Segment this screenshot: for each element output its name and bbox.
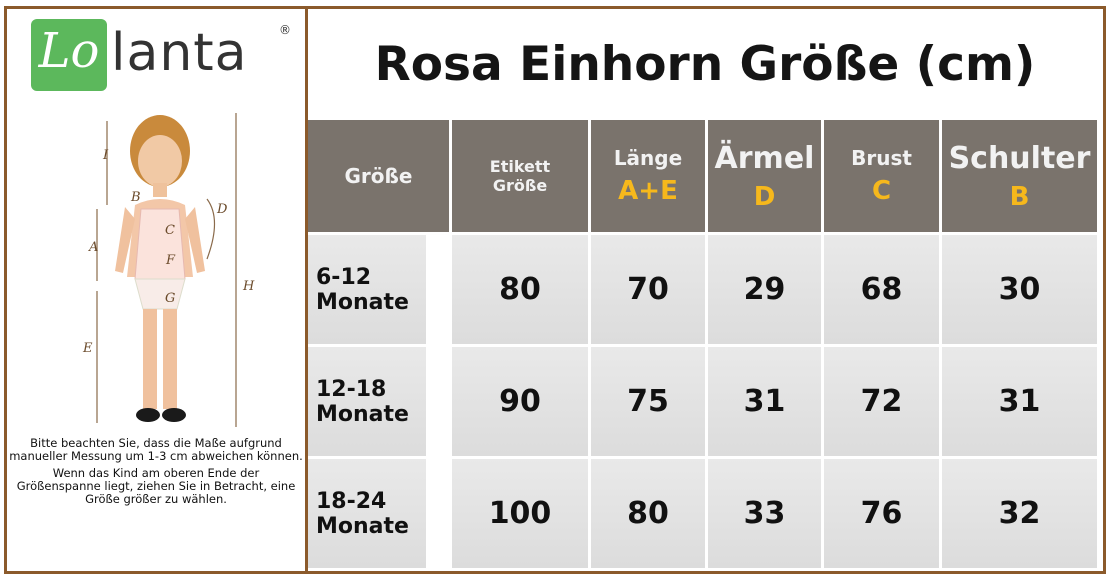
measure-label: G [165, 291, 175, 306]
measure-label: E [82, 341, 93, 356]
measure-label: H [242, 279, 255, 294]
value-cell: 32 [942, 459, 1097, 568]
measure-label: I [102, 148, 109, 163]
header-cell: Brust C [824, 120, 939, 232]
value-cell: 30 [942, 235, 1097, 344]
value-cell: 70 [591, 235, 705, 344]
header-label: Schulter [948, 140, 1091, 176]
notes: Bitte beachten Sie, dass die Maße aufgru… [9, 437, 303, 510]
header-cell: Ärmel D [708, 120, 821, 232]
value-cell: 100 [452, 459, 588, 568]
value-cell: 72 [824, 347, 939, 456]
header-label: Größe [344, 164, 413, 188]
measure-label: C [165, 223, 175, 238]
header-label: Brust [851, 146, 912, 170]
header-letter: B [1009, 181, 1030, 212]
header-cell: Schulter B [942, 120, 1097, 232]
header-label: Ärmel [714, 140, 815, 176]
note: Wenn das Kind am oberen Ende der Größens… [16, 466, 296, 506]
value-cell: 90 [452, 347, 588, 456]
child-diagram: I B D A CF H G E [82, 113, 255, 427]
header-label: Länge [613, 146, 683, 170]
measure-label: F [165, 253, 176, 268]
value-cell: 31 [942, 347, 1097, 456]
value-cell: 80 [452, 235, 588, 344]
header-cell: Größe [308, 120, 449, 232]
header-letter: C [871, 176, 892, 206]
value-cell: 33 [708, 459, 821, 568]
header-letter: D [753, 181, 776, 212]
logo-text: lanta [111, 23, 248, 83]
measure-label: B [130, 190, 141, 205]
note: Bitte beachten Sie, dass die Maße aufgru… [9, 436, 303, 463]
logo-mark: Lo [38, 23, 100, 79]
row-label: 12-18 Monate [308, 347, 426, 456]
header-cell: Etikett Größe [452, 120, 588, 232]
size-table: Größe Etikett Größe Länge A+E Ärmel D Brust C Sc… [308, 120, 1100, 570]
value-cell: 80 [591, 459, 705, 568]
title: Rosa Einhorn Größe (cm) [374, 36, 1036, 92]
measure-label: A [88, 240, 98, 255]
value-cell: 31 [708, 347, 821, 456]
frame [4, 6, 1106, 574]
header-cell: Länge A+E [591, 120, 705, 232]
value-cell: 29 [708, 235, 821, 344]
value-cell: 76 [824, 459, 939, 568]
value-cell: 68 [824, 235, 939, 344]
header-letter: A+E [618, 176, 678, 206]
measure-label: D [216, 202, 228, 217]
value-cell: 75 [591, 347, 705, 456]
row-label: 6-12 Monate [308, 235, 426, 344]
header-label: Etikett Größe [489, 157, 551, 195]
logo-box [31, 19, 107, 91]
logo-registered: ® [279, 23, 291, 37]
row-label: 18-24 Monate [308, 459, 426, 568]
